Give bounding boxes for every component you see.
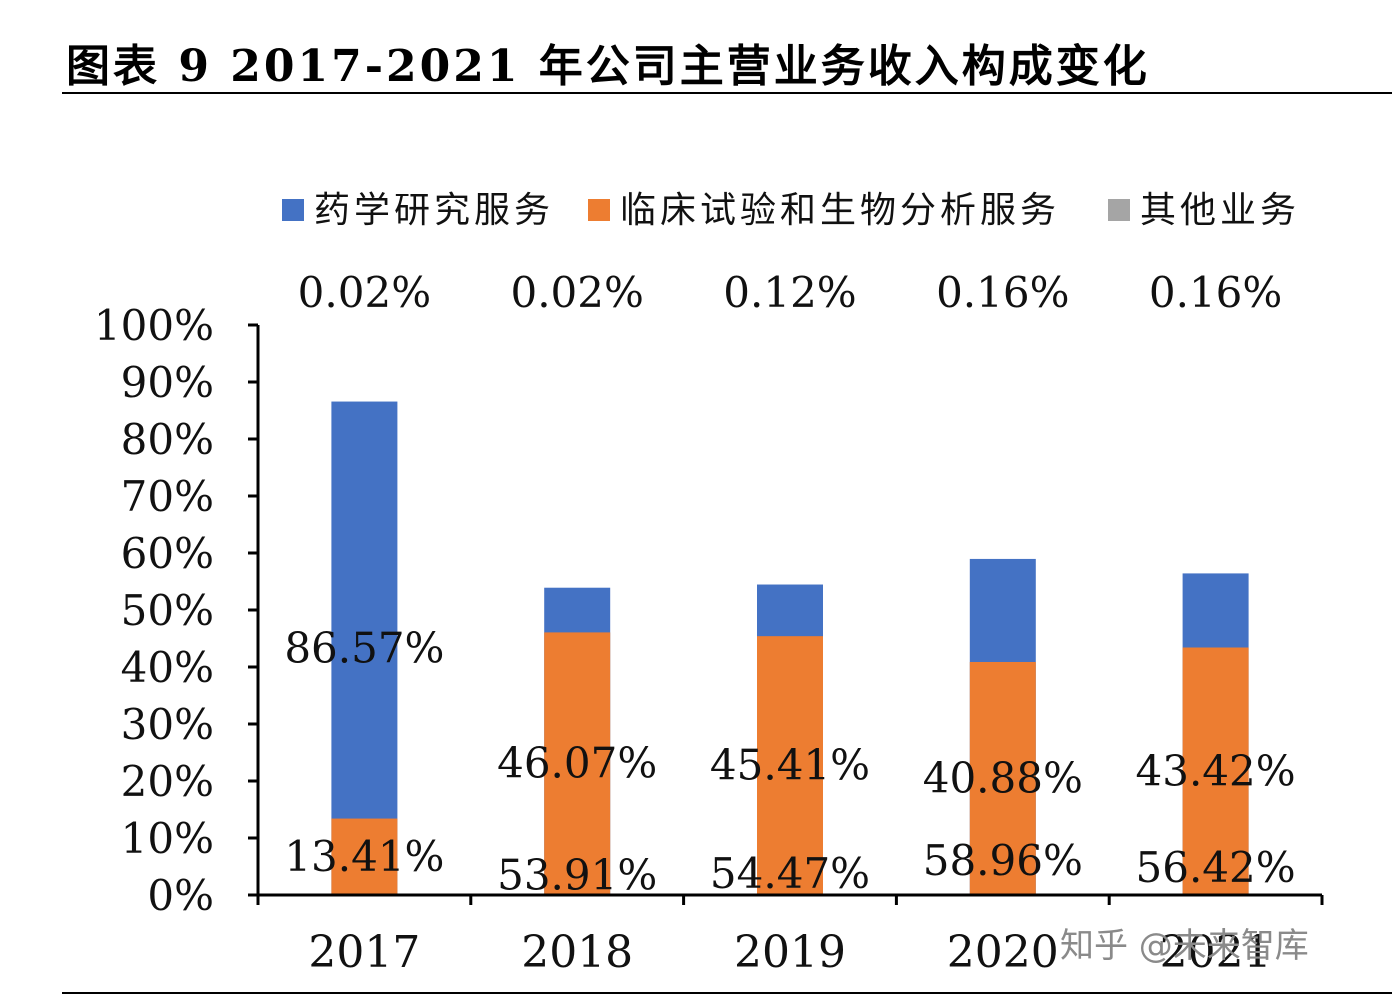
- y-tick-label: 80%: [121, 415, 214, 464]
- legend-label: 临床试验和生物分析服务: [620, 190, 1060, 231]
- data-label: 58.96%: [923, 836, 1083, 885]
- data-label: 0.16%: [1149, 268, 1282, 317]
- axes: 2017 2018 2019 2020 2021 0% 10% 20% 30% 40% 50% 60%…: [94, 301, 1324, 978]
- x-tick-label: 2021: [1160, 927, 1272, 978]
- bar-临床试验和生物分析服务-2019: [757, 636, 823, 895]
- legend-label: 药学研究服务: [314, 190, 554, 231]
- legend-swatch: [588, 199, 610, 221]
- y-tick-label: 20%: [121, 757, 214, 806]
- legend-label: 其他业务: [1140, 190, 1300, 231]
- x-tick-label: 2018: [521, 927, 633, 978]
- data-label: 86.57%: [284, 623, 444, 672]
- y-tick-label: 10%: [121, 814, 214, 863]
- data-label: 0.02%: [510, 268, 643, 317]
- y-tick-label: 0%: [147, 871, 214, 920]
- title-rule: [62, 92, 1392, 94]
- data-label: 54.47%: [710, 849, 870, 898]
- data-label: 53.91%: [497, 850, 657, 899]
- legend: 药学研究服务 临床试验和生物分析服务 其他业务: [282, 190, 1300, 231]
- y-tick-label: 40%: [121, 643, 214, 692]
- y-tick-label: 90%: [121, 358, 214, 407]
- data-label: 0.16%: [936, 268, 1069, 317]
- bar-临床试验和生物分析服务-2018: [544, 632, 611, 895]
- data-label: 0.12%: [723, 268, 856, 317]
- bars: [331, 401, 1249, 895]
- figure-title: 图表 9 2017-2021 年公司主营业务收入构成变化: [66, 41, 1150, 92]
- y-tick-label: 50%: [121, 586, 214, 635]
- bar-药学研究服务-2017: [331, 401, 398, 895]
- x-tick-label: 2020: [947, 927, 1059, 978]
- data-label: 40.88%: [923, 753, 1083, 802]
- bar-临床试验和生物分析服务-2020: [969, 661, 1036, 895]
- legend-swatch: [1108, 199, 1130, 221]
- y-tick-label: 60%: [121, 529, 214, 578]
- y-tick-label: 30%: [121, 700, 214, 749]
- bottom-rule: [62, 992, 1392, 994]
- legend-swatch: [282, 199, 304, 221]
- data-label: 13.41%: [284, 832, 444, 881]
- x-tick-label: 2017: [308, 927, 420, 978]
- data-label: 45.41%: [710, 741, 870, 790]
- bar-临床试验和生物分析服务-2017: [331, 818, 398, 895]
- bar-临床试验和生物分析服务-2021: [1182, 647, 1249, 895]
- x-tick-label: 2019: [734, 927, 846, 978]
- y-tick-label: 70%: [121, 472, 214, 521]
- y-tick-label: 100%: [94, 301, 214, 350]
- data-label: 43.42%: [1136, 746, 1296, 795]
- watermark: 知乎 @未来智库: [1060, 926, 1309, 966]
- data-labels: 86.57% 13.41% 0.02% 53.91% 46.07% 0.02% 54.47%…: [284, 268, 1295, 899]
- data-label: 46.07%: [497, 739, 657, 788]
- data-label: 0.02%: [298, 268, 431, 317]
- data-label: 56.42%: [1136, 843, 1296, 892]
